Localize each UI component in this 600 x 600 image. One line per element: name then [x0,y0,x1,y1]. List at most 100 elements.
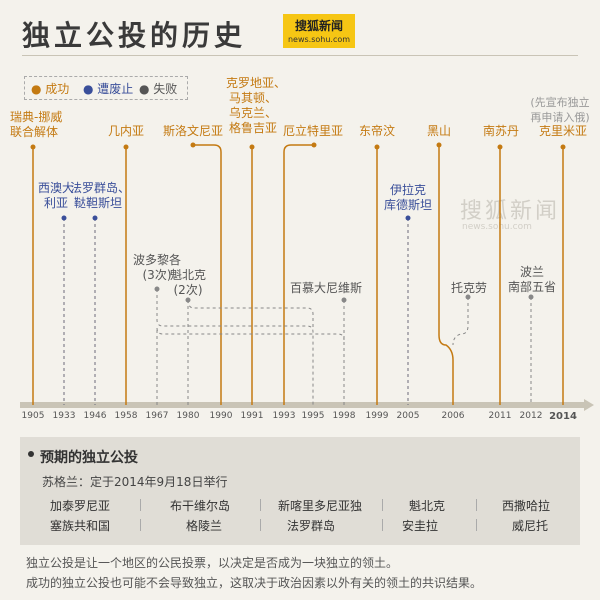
year-label: 1990 [209,411,233,421]
label-tokelau: 托克劳 [450,281,487,295]
separator [382,519,383,531]
label-croatia-l3: 乌克兰、 [228,106,277,120]
upcoming-item: 布干维尔岛 [169,499,230,513]
success-dots [30,142,566,150]
label-croatia-l1: 克罗地亚、 [226,76,287,90]
separator [260,499,261,511]
year-label: 1999 [365,411,389,421]
dot-1946 [92,215,98,221]
failed-lines [156,289,532,405]
label-croatia-l2: 马其顿、 [228,91,277,105]
upcoming-item: 加泰罗尼亚 [49,499,110,513]
label-eritrea: 厄立特里亚 [282,124,343,138]
year-label: 1991 [240,411,264,421]
footnote-1: 独立公投是让一个地区的公民投票，以决定是否成为一块独立的领土。 [26,556,399,570]
dot-bermuda [341,297,347,303]
label-pr-l1: 波多黎各 [132,253,181,267]
year-label-current: 2014 [549,411,577,422]
dot-qc [185,297,191,303]
line-tokelau [452,297,469,346]
line-2006 [438,145,454,405]
legend-success: ● 成功 [31,82,70,96]
legend-abolished: ● 遭废止 [83,82,134,96]
sohu-logo[interactable]: 搜狐新闻 news.sohu.com [283,14,355,48]
label-croatia: 克罗地亚、 马其顿、 乌克兰、 格鲁吉亚 [226,76,287,136]
label-poland: 波兰 南部五省 [506,265,558,295]
line-1990 [193,144,222,405]
line-pr-1967 [156,289,314,405]
separator [140,499,141,511]
logo-url: news.sohu.com [287,35,351,44]
label-poland-l2: 南部五省 [507,280,556,294]
dot-1993 [311,142,317,148]
line-1993 [283,144,314,405]
upcoming-item: 格陵兰 [185,519,222,533]
upcoming-item: 魁北克 [408,499,445,513]
year-label: 1998 [332,411,356,421]
upcoming-item: 安圭拉 [401,519,438,533]
label-timor: 东帝汶 [358,124,395,138]
watermark: 搜狐新闻 [460,199,561,224]
dot-2006 [436,142,442,148]
separator [476,519,477,531]
dot-tokelau [465,294,471,300]
logo-text: 搜狐新闻 [294,19,343,33]
success-lines [32,144,564,405]
year-label: 1905 [21,411,45,421]
year-label: 1995 [301,411,325,421]
upcoming-title: 预期的独立公投 [40,450,138,466]
label-crimea-note-l1: (先宣布独立 [530,96,590,109]
line-pr-1998 [156,327,345,341]
dot-1958 [123,144,129,150]
upcoming-box: 预期的独立公投 苏格兰：定于2014年9月18日举行 加泰罗尼亚 布干维尔岛 新… [20,437,580,545]
label-qc-l2: (2次) [173,283,203,297]
year-label: 1980 [176,411,200,421]
title-divider [22,55,578,56]
label-wa-l1: 西澳大 [37,181,74,195]
label-croatia-l4: 格鲁吉亚 [228,121,277,135]
year-label: 2006 [441,411,465,421]
watermark-url: news.sohu.com [462,222,532,232]
upcoming-item: 新喀里多尼亚独 [277,499,362,513]
label-norway-l1: 瑞典-挪威 [10,110,63,124]
scotland-note: 苏格兰：定于2014年9月18日举行 [42,475,228,489]
year-label: 2011 [488,411,512,421]
label-poland-l1: 波兰 [519,265,544,279]
dot-1905 [30,144,36,150]
year-label: 2012 [519,411,543,421]
separator [260,519,261,531]
year-label: 1946 [83,411,107,421]
failed-dots [154,286,534,303]
label-norway-l2: 联合解体 [10,125,59,139]
separator [140,519,141,531]
label-wa-l2: 利亚 [43,196,68,210]
label-slovenia: 斯洛文尼亚 [162,124,223,138]
upcoming-item: 威尼托 [511,519,548,533]
upcoming-item: 塞族共和国 [49,519,110,533]
abolished-dots [61,215,411,221]
label-faroe-l2: 鞑靼斯坦 [73,196,122,210]
dot-1990 [190,142,196,148]
dot-1933 [61,215,67,221]
year-label: 1958 [114,411,138,421]
dot-2005 [405,215,411,221]
abolished-lines [63,218,409,405]
dot-2011 [497,144,503,150]
upcoming-item: 西撒哈拉 [501,499,550,513]
label-wa: 西澳大 利亚 [34,181,78,211]
label-guinea: 几内亚 [107,124,144,138]
year-label: 1933 [52,411,76,421]
label-montenegro: 黑山 [426,124,451,138]
legend-failed: ● 失败 [139,82,178,96]
label-kurdistan: 伊拉克 库德斯坦 [380,183,436,213]
label-pr-l2: (3次) [142,268,172,282]
label-qc-l1: 魁北克 [169,268,206,282]
label-qc: 魁北克 (2次) [166,268,210,298]
year-label: 2005 [396,411,420,421]
label-kurd-l2: 库德斯坦 [383,198,432,212]
separator [476,499,477,511]
timeline-arrow [584,399,594,411]
legend: ● 成功 ● 遭废止 ● 失败 [24,76,188,100]
footnote-2: 成功的独立公投也可能不会导致独立，这取决于政治因素以外有关的领土的共识结果。 [26,576,483,590]
